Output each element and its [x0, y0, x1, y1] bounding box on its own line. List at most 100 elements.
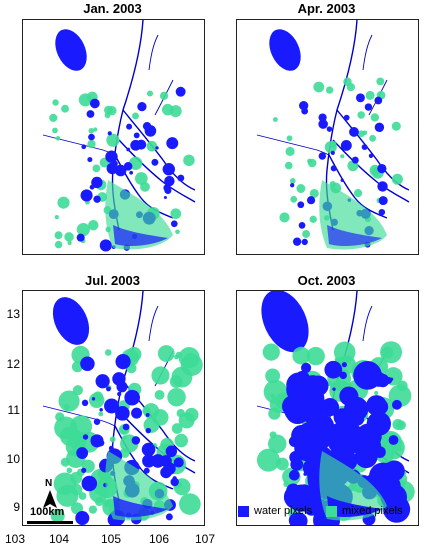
water-patch	[160, 466, 172, 479]
water-patch	[306, 196, 316, 205]
water-patch	[288, 469, 300, 481]
water-patch	[366, 395, 387, 416]
mixed-patch	[106, 133, 120, 147]
mixed-patch	[309, 215, 317, 223]
mixed-patch	[270, 393, 275, 398]
mixed-patch	[296, 184, 306, 193]
water-patch	[90, 435, 98, 443]
water-patch	[122, 423, 130, 431]
water-patch	[123, 162, 133, 171]
tonle-sap-lake	[269, 29, 301, 71]
water-patch	[341, 362, 347, 368]
mixed-patch	[285, 146, 295, 157]
water-patch	[290, 183, 295, 188]
scale-bar: 100km	[26, 506, 76, 526]
water-patch	[347, 460, 354, 466]
mixed-patch	[119, 448, 130, 458]
water-patch	[129, 170, 134, 175]
water-patch	[105, 150, 118, 163]
water-patch	[124, 389, 140, 406]
map-jul	[42, 291, 203, 525]
water-patch	[93, 418, 101, 425]
water-patch	[75, 511, 90, 525]
water-patch	[95, 374, 110, 389]
mixed-patch	[262, 343, 280, 361]
mixed-patch	[55, 136, 61, 141]
mixed-patch	[54, 240, 63, 249]
water-patch	[164, 171, 169, 175]
water-patch	[383, 460, 405, 482]
river-line	[256, 134, 330, 156]
river-line	[362, 305, 373, 342]
mixed-patch	[292, 346, 311, 365]
mixed-patch	[256, 448, 280, 472]
mixed-patch	[92, 164, 101, 173]
mixed-patch	[307, 158, 317, 168]
water-patch	[355, 93, 365, 103]
map-panel-oct	[236, 290, 419, 526]
water-patch	[377, 163, 387, 174]
water-patch	[88, 133, 95, 141]
mixed-patch	[87, 139, 96, 149]
mixed-patch	[61, 104, 69, 113]
mixed-patch	[186, 352, 195, 362]
water-patch	[115, 406, 130, 421]
water-patch	[142, 122, 152, 131]
mixed-patch	[88, 505, 98, 514]
water-patch	[104, 398, 120, 414]
mixed-patch	[263, 379, 288, 404]
river-line	[118, 139, 196, 203]
water-patch	[340, 178, 344, 182]
mixed-patch	[107, 106, 117, 116]
water-patch	[300, 362, 312, 373]
water-patch	[115, 353, 131, 370]
legend-mixed-label: mixed pixels	[342, 505, 403, 517]
mixed-patch	[265, 368, 281, 384]
water-patch	[299, 100, 309, 111]
water-patch	[81, 467, 87, 473]
water-patch	[86, 110, 95, 118]
panel-title-jan: Jan. 2003	[83, 1, 142, 16]
mixed-patch	[109, 436, 116, 443]
water-patch	[126, 123, 133, 130]
water-patch	[364, 103, 373, 111]
water-patch	[175, 86, 186, 97]
water-patch	[81, 475, 98, 492]
water-patch	[318, 113, 327, 122]
mixed-patch	[171, 423, 183, 434]
mixed-patch	[369, 134, 377, 142]
mixed-patch	[365, 90, 375, 100]
water-patch	[145, 427, 152, 434]
mixed-patch	[49, 113, 58, 122]
water-patch	[349, 127, 359, 137]
water-patch	[354, 445, 378, 469]
north-label: N	[45, 478, 53, 489]
mixed-patch	[333, 341, 356, 364]
mixed-patch	[76, 222, 90, 237]
panel-title-apr: Apr. 2003	[297, 1, 356, 16]
y-tick-13: 13	[6, 307, 20, 321]
water-patch	[330, 165, 337, 172]
mixed-patch	[268, 407, 281, 420]
water-patch	[91, 397, 96, 401]
mixed-patch	[183, 154, 195, 167]
water-patch	[106, 386, 111, 392]
mixed-patch	[66, 467, 73, 474]
water-patch	[166, 137, 179, 150]
water-patch	[298, 221, 306, 229]
mixed-patch	[396, 420, 406, 431]
legend-mixed: mixed pixels	[326, 505, 403, 517]
mixed-patch	[180, 353, 203, 376]
water-patch	[374, 122, 385, 133]
map-panel-jul	[22, 290, 205, 526]
water-patch	[292, 237, 302, 246]
mixed-patch	[161, 103, 174, 116]
water-patch	[80, 189, 93, 202]
water-patch	[377, 181, 388, 192]
water-patch	[163, 195, 167, 200]
water-patch	[340, 139, 352, 151]
mixed-patch	[343, 77, 352, 86]
river-line	[122, 109, 196, 191]
mixed-patch	[325, 86, 334, 94]
tonle-sap-lake	[52, 297, 90, 345]
